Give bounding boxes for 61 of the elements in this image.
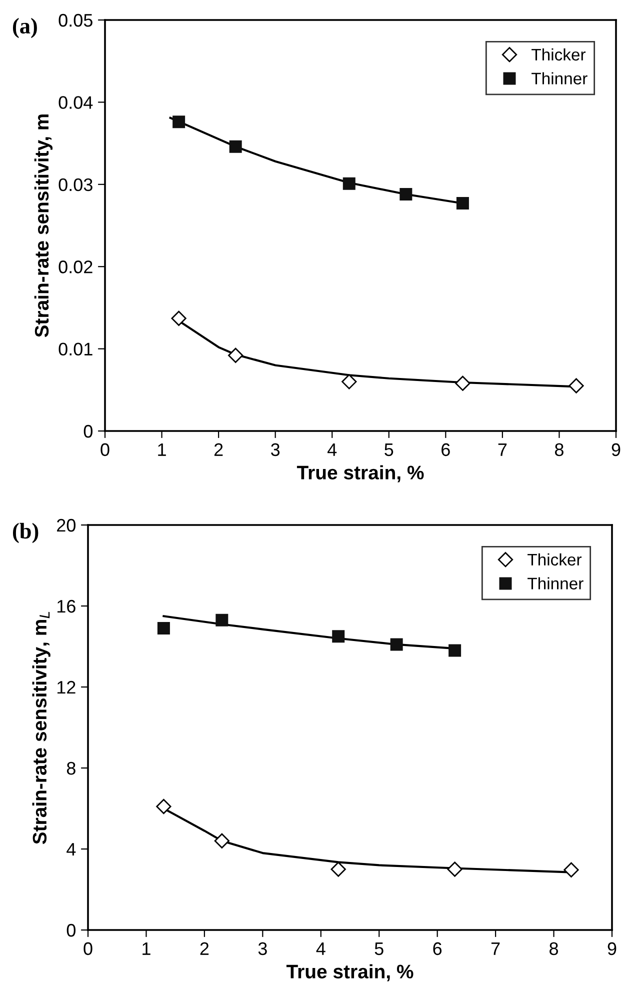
y-tick-label: 0.04 xyxy=(58,96,93,109)
x-tick-label: 3 xyxy=(271,443,280,456)
y-tick-label: 12 xyxy=(57,680,76,694)
point xyxy=(400,188,412,201)
x-tick-label: 0 xyxy=(100,443,110,456)
y-tick-label: 0.01 xyxy=(58,342,92,356)
y-tick-label: 20 xyxy=(57,518,76,532)
x-tick-label: 1 xyxy=(158,443,166,456)
point xyxy=(229,140,242,153)
y-tick-label: 0 xyxy=(84,424,92,438)
y-axis-title: Strain-rate sensitivity, m xyxy=(34,114,52,338)
x-axis-title: True strain, % xyxy=(286,964,414,982)
x-tick-label: 3 xyxy=(258,942,267,956)
x-tick-label: 9 xyxy=(608,942,616,956)
y-tick-label: 0.03 xyxy=(58,178,92,192)
legend-label: Thinner xyxy=(532,72,588,84)
point xyxy=(342,177,356,190)
x-tick-label: 6 xyxy=(442,443,450,456)
x-tick-label: 2 xyxy=(200,942,209,955)
text: (a) xyxy=(12,18,37,38)
x-tick-label: 8 xyxy=(550,942,558,956)
point xyxy=(216,614,228,626)
point xyxy=(456,197,469,210)
x-tick-label: 7 xyxy=(491,942,500,955)
point xyxy=(157,622,170,635)
x-tick-label: 5 xyxy=(384,443,394,456)
y-tick-label: 0.05 xyxy=(58,14,92,27)
y-tick-label: 0.02 xyxy=(58,260,92,274)
x-tick-label: 7 xyxy=(498,443,507,456)
text: (b) xyxy=(12,522,38,544)
x-tick-label: 2 xyxy=(214,443,223,456)
x-axis-title: True strain, % xyxy=(296,465,424,482)
x-tick-label: 6 xyxy=(433,942,442,956)
point xyxy=(564,862,579,878)
legend-label: Thinner xyxy=(528,577,584,590)
point xyxy=(228,348,244,363)
point xyxy=(214,833,230,848)
point xyxy=(330,862,346,877)
point xyxy=(156,798,172,814)
point xyxy=(332,630,345,643)
x-tick-label: 4 xyxy=(316,942,326,955)
point xyxy=(455,376,470,391)
point xyxy=(342,374,357,390)
y-tick-label: 0 xyxy=(66,924,76,937)
y-tick-label: 16 xyxy=(57,600,76,613)
legend-label: Thicker xyxy=(528,553,582,566)
x-tick-label: 1 xyxy=(142,942,150,955)
y-tick-label: 8 xyxy=(66,762,76,775)
x-tick-label: 8 xyxy=(554,443,564,456)
point xyxy=(171,310,186,326)
x-tick-label: 9 xyxy=(612,443,620,456)
y-tick-label: 4 xyxy=(66,843,76,856)
legend-label: Thicker xyxy=(532,48,586,61)
point xyxy=(447,862,462,877)
point xyxy=(172,116,186,128)
x-tick-label: 5 xyxy=(374,942,384,956)
point xyxy=(390,638,403,651)
point xyxy=(448,644,462,657)
point xyxy=(568,378,584,394)
x-tick-label: 4 xyxy=(328,443,337,456)
y-axis-title: Strain-rate sensitivity, m$_{L}$ xyxy=(32,612,50,844)
